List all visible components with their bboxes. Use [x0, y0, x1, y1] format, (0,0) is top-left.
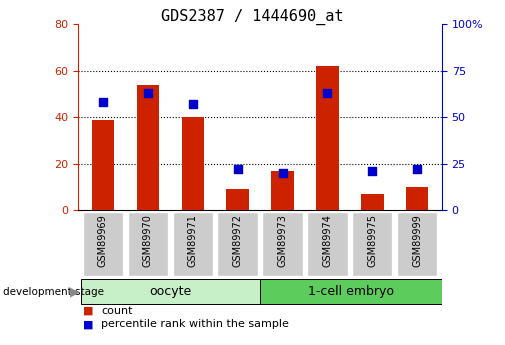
FancyBboxPatch shape: [218, 212, 258, 276]
Text: GSM89999: GSM89999: [412, 214, 422, 267]
Point: [323, 90, 331, 96]
Text: ■: ■: [83, 319, 94, 329]
FancyBboxPatch shape: [83, 212, 123, 276]
FancyBboxPatch shape: [397, 212, 437, 276]
Text: GSM89972: GSM89972: [233, 214, 242, 267]
Text: GSM89973: GSM89973: [278, 214, 287, 267]
Point: [234, 167, 242, 172]
Text: GSM89974: GSM89974: [322, 214, 332, 267]
FancyBboxPatch shape: [307, 212, 347, 276]
FancyBboxPatch shape: [262, 212, 302, 276]
Text: GDS2387 / 1444690_at: GDS2387 / 1444690_at: [161, 9, 344, 25]
Text: oocyte: oocyte: [149, 285, 191, 298]
Text: GSM89975: GSM89975: [367, 214, 377, 267]
FancyBboxPatch shape: [128, 212, 168, 276]
Point: [189, 101, 197, 107]
FancyBboxPatch shape: [260, 279, 442, 304]
Bar: [271, 171, 294, 210]
Bar: [181, 117, 204, 210]
Point: [368, 169, 376, 174]
Text: GSM89971: GSM89971: [188, 214, 198, 267]
FancyBboxPatch shape: [80, 279, 260, 304]
Text: ■: ■: [83, 306, 94, 315]
Text: development stage: development stage: [3, 287, 104, 296]
Bar: [226, 189, 249, 210]
Text: count: count: [101, 306, 132, 315]
Bar: [361, 194, 383, 210]
Text: ▶: ▶: [70, 285, 80, 298]
Bar: [137, 85, 159, 210]
FancyBboxPatch shape: [173, 212, 213, 276]
Text: GSM89969: GSM89969: [98, 214, 108, 267]
Point: [144, 90, 152, 96]
Text: 1-cell embryo: 1-cell embryo: [308, 285, 394, 298]
FancyBboxPatch shape: [352, 212, 392, 276]
Point: [278, 170, 286, 176]
Bar: [92, 120, 114, 210]
Point: [99, 100, 107, 105]
Point: [413, 167, 421, 172]
Bar: [316, 66, 339, 210]
Bar: [406, 187, 428, 210]
Text: percentile rank within the sample: percentile rank within the sample: [101, 319, 289, 329]
Text: GSM89970: GSM89970: [143, 214, 153, 267]
